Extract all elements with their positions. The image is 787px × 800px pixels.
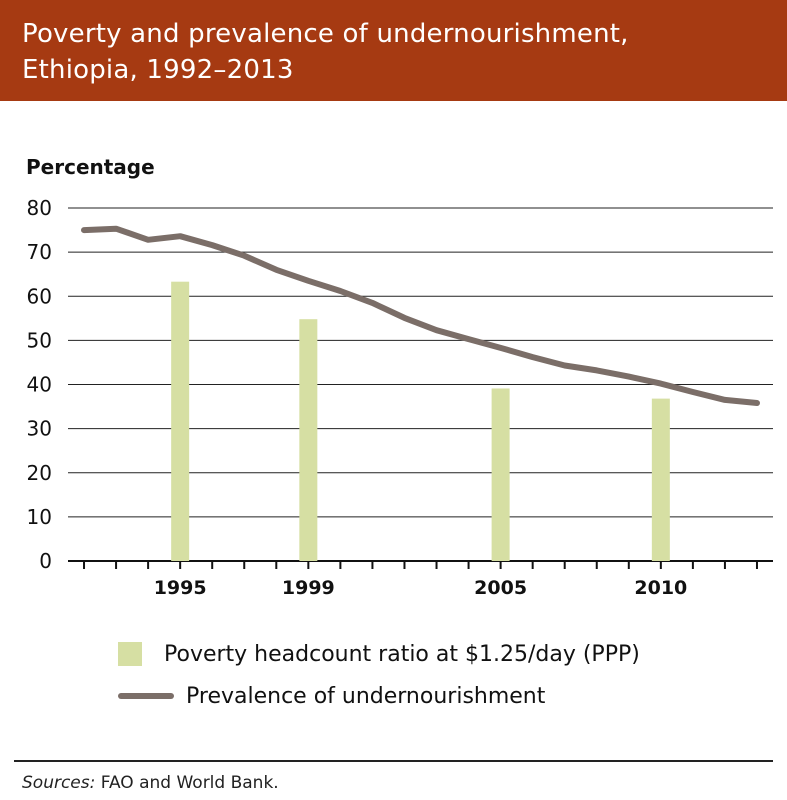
y-tick-label-20: 20 [27,461,52,485]
y-tick-label-60: 60 [27,284,52,308]
y-tick-label-40: 40 [27,373,52,397]
y-axis-label: Percentage [26,155,155,179]
legend-swatch-undernourishment [118,693,174,699]
chart-plot: 0 10 20 30 40 50 60 70 80 1995 1999 2005 2010 [27,196,773,599]
sources-note: Sources: FAO and World Bank. [22,773,279,793]
x-tick-label-2010: 2010 [634,577,687,599]
sources-label: Sources: [22,773,96,793]
legend-item-poverty: Poverty headcount ratio at $1.25/day (PP… [118,638,640,670]
legend-swatch-poverty [118,642,142,666]
title-banner: Poverty and prevalence of undernourishme… [0,0,787,101]
bar-1999 [299,319,318,561]
footer-divider [14,760,773,762]
legend-item-undernourishment: Prevalence of undernourishment [118,680,545,712]
y-tick-label-50: 50 [27,328,52,352]
y-tick-label-30: 30 [27,417,52,441]
y-tick-label-70: 70 [27,240,52,264]
undernourishment-line [81,225,760,406]
y-tick-label-0: 0 [39,549,52,573]
legend-label-poverty: Poverty headcount ratio at $1.25/day (PP… [164,641,640,667]
x-tick-label-1999: 1999 [282,577,335,599]
y-tick-label-10: 10 [27,505,52,529]
bar-1995 [171,281,190,561]
x-tick-label-1995: 1995 [154,577,207,599]
y-tick-label-80: 80 [27,196,52,220]
sources-text: FAO and World Bank. [95,773,279,793]
x-tick-label-2005: 2005 [474,577,527,599]
chart-title-line-2: Ethiopia, 1992–2013 [22,55,294,85]
legend-label-undernourishment: Prevalence of undernourishment [186,683,546,709]
bar-2010 [651,398,670,561]
bar-2005 [491,388,510,561]
chart-title-line-1: Poverty and prevalence of undernourishme… [22,19,629,49]
